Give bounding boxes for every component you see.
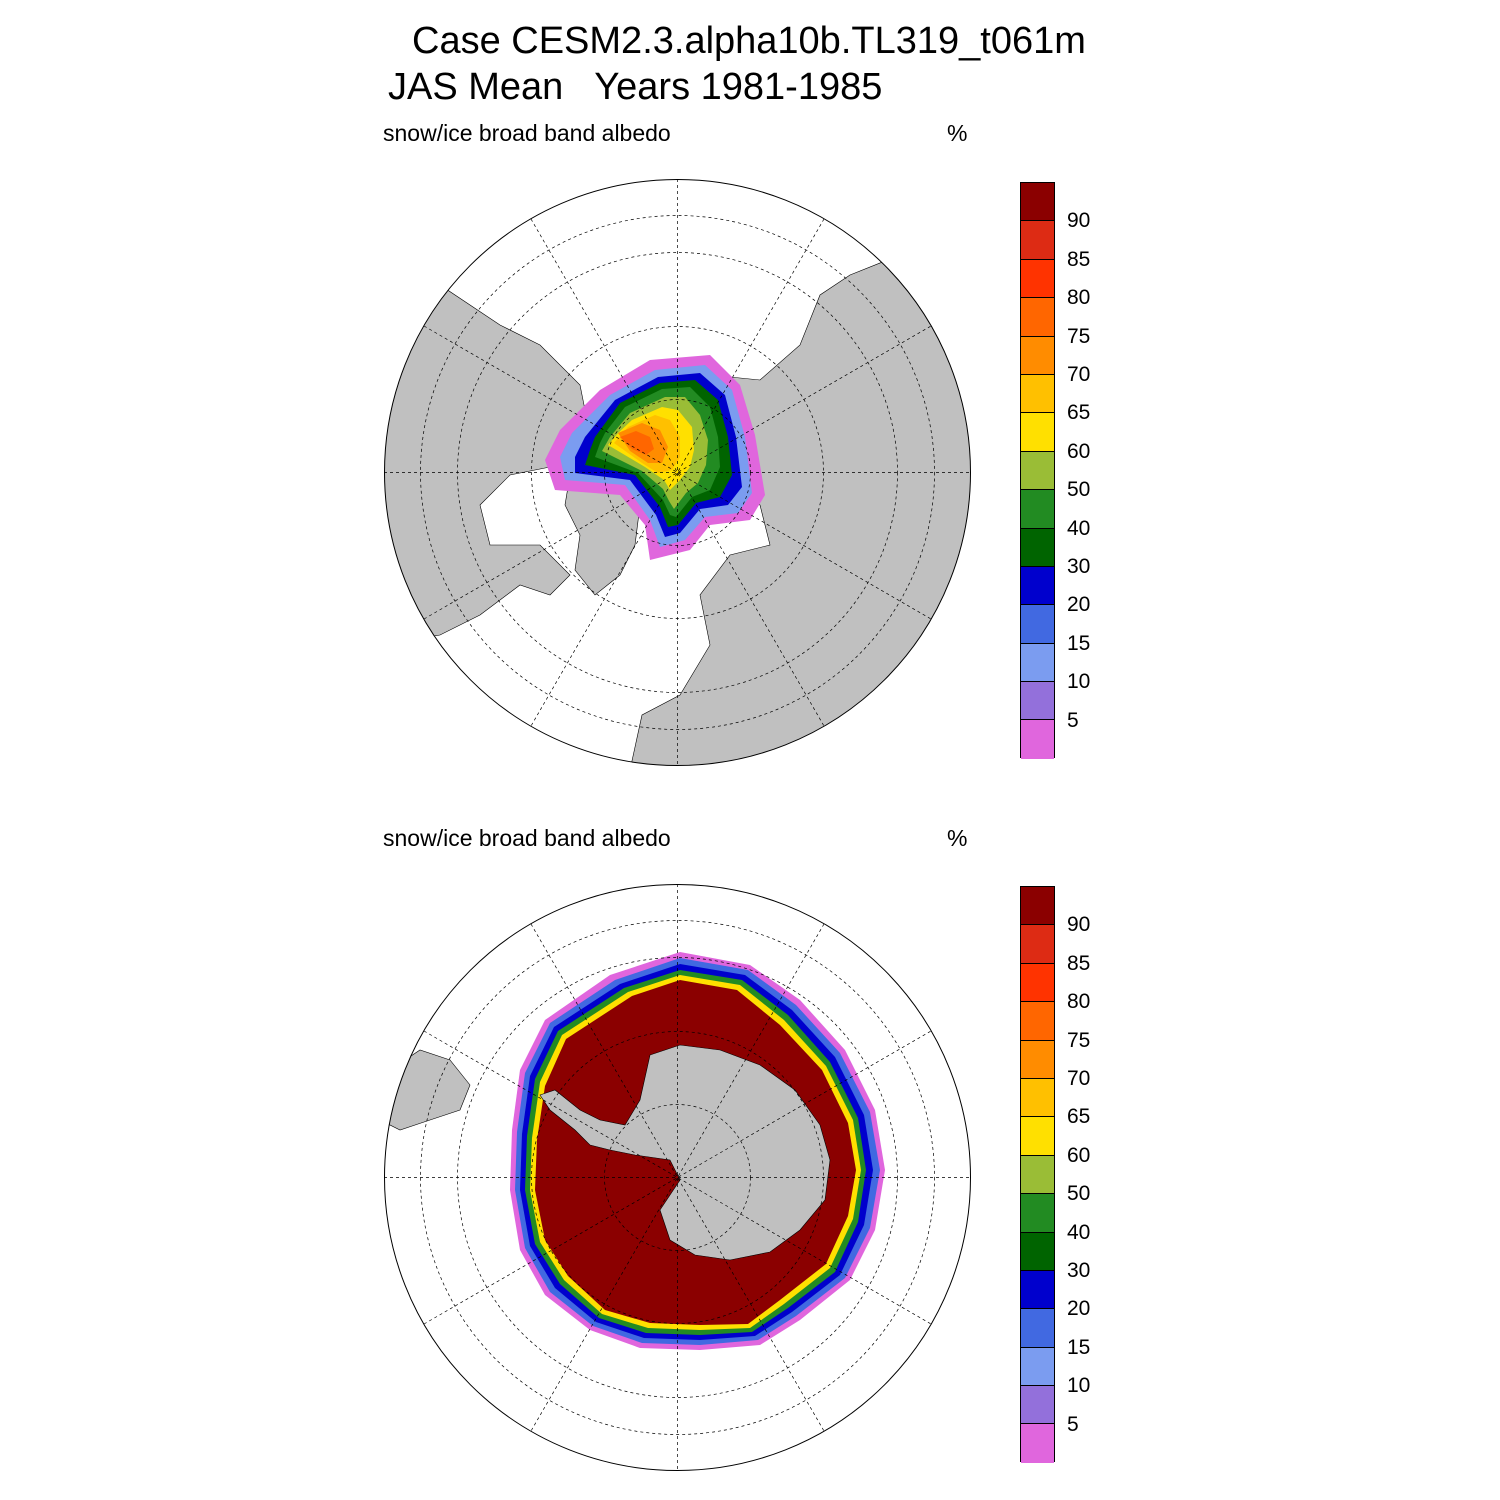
colorbar-swatch [1021, 887, 1054, 926]
colorbar-swatch [1021, 221, 1054, 260]
colorbar-swatch [1021, 566, 1054, 606]
colorbar-tick-label: 65 [1067, 401, 1091, 425]
colorbar-tick-label: 90 [1067, 913, 1091, 937]
colorbar-tick-label: 70 [1067, 363, 1091, 386]
colorbar-swatch [1021, 605, 1054, 644]
colorbar-tick-label: 65 [1067, 1105, 1091, 1129]
north-polar-map [384, 179, 971, 766]
colorbar-swatch [1021, 925, 1054, 964]
colorbar-tick-label: 10 [1067, 670, 1091, 694]
colorbar-swatch [1021, 1155, 1054, 1195]
colorbar-swatch [1021, 682, 1054, 721]
colorbar-swatch [1021, 183, 1054, 222]
colorbar-swatch [1021, 1002, 1054, 1041]
colorbar-swatch [1021, 490, 1054, 529]
colorbar-tick-label: 40 [1067, 1220, 1091, 1244]
colorbar-swatch [1021, 413, 1054, 452]
colorbar-swatch [1021, 374, 1054, 414]
colorbar-swatch [1021, 298, 1054, 337]
panel-south-variable-label: snow/ice broad band albedo [383, 825, 671, 851]
colorbar-swatch [1021, 259, 1054, 299]
colorbar-swatch [1021, 451, 1054, 491]
colorbar-south-boxes [1020, 886, 1055, 1463]
graticule [384, 884, 971, 1471]
colorbar-tick-label: 20 [1067, 593, 1091, 617]
colorbar-tick-label: 75 [1067, 324, 1091, 348]
colorbar-tick-label: 5 [1067, 708, 1079, 732]
colorbar-tick-label: 90 [1067, 209, 1091, 233]
colorbar-swatch [1021, 1386, 1054, 1425]
colorbar-swatch [1021, 1117, 1054, 1156]
colorbar-swatch [1021, 1078, 1054, 1118]
colorbar-swatch [1021, 1424, 1054, 1463]
land-antarctica [539, 1044, 831, 1261]
colorbar-swatch [1021, 1040, 1054, 1079]
colorbar-tick-label: 30 [1067, 1259, 1091, 1282]
colorbar-swatch [1021, 643, 1054, 683]
figure-title-line-1: Case CESM2.3.alpha10b.TL319_t061m [412, 20, 1086, 62]
colorbar-tick-label: 70 [1067, 1067, 1091, 1090]
colorbar-tick-label: 10 [1067, 1374, 1091, 1398]
colorbar-north-boxes [1020, 182, 1055, 759]
colorbar-swatch [1021, 963, 1054, 1003]
colorbar-tick-label: 80 [1067, 990, 1091, 1014]
colorbar-tick-label: 5 [1067, 1412, 1079, 1436]
colorbar-tick-label: 50 [1067, 478, 1091, 502]
colorbar-tick-label: 80 [1067, 286, 1091, 310]
panel-north-units-label: % [947, 120, 968, 146]
panel-north-variable-label: snow/ice broad band albedo [383, 120, 671, 146]
colorbar-tick-label: 50 [1067, 1182, 1091, 1206]
colorbar-tick-label: 40 [1067, 516, 1091, 540]
colorbar-tick-label: 85 [1067, 951, 1091, 975]
land-north-america [384, 284, 591, 646]
colorbar-swatch [1021, 1270, 1054, 1310]
colorbar-tick-label: 60 [1067, 439, 1091, 463]
colorbar-swatch [1021, 336, 1054, 375]
figure-title-line-2: JAS Mean Years 1981-1985 [388, 66, 883, 108]
colorbar-swatch [1021, 720, 1054, 759]
colorbar-swatch [1021, 1347, 1054, 1387]
colorbar-tick-label: 15 [1067, 631, 1091, 655]
colorbar-tick-label: 85 [1067, 247, 1091, 271]
colorbar-swatch [1021, 528, 1054, 567]
colorbar-swatch [1021, 1232, 1054, 1271]
colorbar-swatch [1021, 1309, 1054, 1348]
colorbar-tick-label: 30 [1067, 555, 1091, 578]
colorbar-tick-label: 60 [1067, 1143, 1091, 1167]
colorbar-tick-label: 75 [1067, 1028, 1091, 1052]
panel-south-units-label: % [947, 825, 968, 851]
south-polar-map [384, 884, 971, 1471]
colorbar-swatch [1021, 1194, 1054, 1233]
sea-ice-north [545, 355, 765, 560]
colorbar-tick-label: 15 [1067, 1335, 1091, 1359]
graticule [384, 179, 971, 766]
colorbar-tick-label: 20 [1067, 1297, 1091, 1321]
